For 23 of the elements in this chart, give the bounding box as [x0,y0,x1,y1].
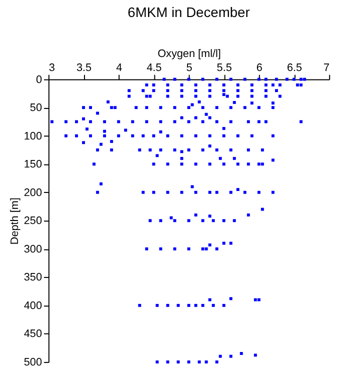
y-axis-title: Depth [m] [8,198,21,245]
x-tick-label: 6 [256,62,262,74]
x-tick-label: 4 [116,62,122,74]
x-tick-label: 5 [186,62,192,74]
x-tick-label: 6.5 [286,62,302,74]
x-tick-label: 3.5 [76,62,92,74]
x-axis-title: Oxygen [ml/l] [158,48,221,60]
y-tick-label: 450 [24,328,42,340]
y-tick-label: 400 [24,300,42,312]
y-tick-label: 150 [24,158,42,171]
y-tick-label: 50 [30,102,42,114]
x-tick-label: 7 [324,62,330,74]
y-tick-label: 200 [24,186,42,199]
y-tick-label: 250 [24,215,42,228]
chart-title: 6MKM in December [128,4,250,20]
x-tick-label: 5.5 [216,62,232,74]
y-tick-label: 350 [24,272,42,284]
y-tick-label: 300 [24,243,42,256]
y-tick-label: 100 [24,130,42,142]
y-tick-label: 0 [36,74,42,86]
x-tick-label: 4.5 [146,62,162,74]
y-tick-label: 500 [24,356,42,368]
x-tick-label: 3 [48,62,55,74]
